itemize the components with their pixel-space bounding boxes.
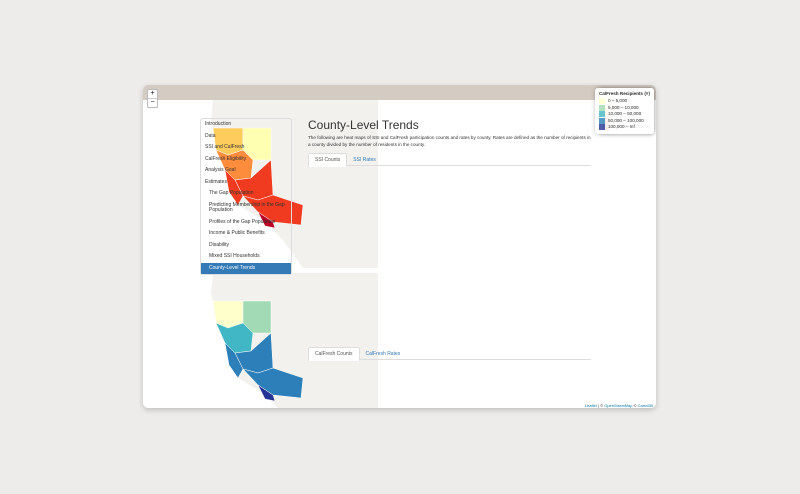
nav-subitem[interactable]: Disability: [209, 241, 230, 248]
legend-label: 10,000 – 50,000: [607, 111, 642, 116]
title-bar: [143, 85, 656, 100]
nav-subitem[interactable]: Profiles of the Gap Population: [209, 218, 276, 225]
region: [215, 322, 254, 354]
attribution-text[interactable]: Leaflet: [584, 403, 597, 408]
tab-bar: CalFresh Counts CalFresh Rates: [308, 347, 591, 361]
region: [242, 300, 272, 334]
legend-swatch: [598, 117, 605, 124]
attribution-text[interactable]: OpenStreetMap: [604, 403, 633, 408]
legend-item: 100,000 – Inf: [598, 124, 650, 131]
nav-item[interactable]: Introduction: [205, 121, 232, 127]
legend-item: 0 – 5,000: [598, 98, 650, 105]
attribution-text: ©: [633, 403, 637, 408]
region: [242, 127, 272, 161]
nav-subitem[interactable]: Mixed SSI Households: [209, 253, 260, 259]
zoom-button[interactable]: −: [148, 98, 157, 107]
legend-item: 10,000 – 50,000: [598, 111, 650, 118]
zoom-button[interactable]: +: [150, 90, 155, 97]
legend-swatch: [598, 124, 605, 130]
region: [224, 342, 244, 379]
tab[interactable]: SSI Rates: [353, 157, 376, 163]
legend-label: 100,000 – Inf: [607, 124, 635, 129]
attribution: Leaflet | © OpenStreetMap © CartoDB: [581, 403, 656, 408]
nav-item[interactable]: Data: [205, 132, 216, 139]
legend-item: 5,000 – 10,000: [598, 104, 650, 112]
legend-label: 0 – 5,000: [607, 98, 628, 103]
legend-label: 50,000 – 100,000: [607, 117, 644, 123]
tab[interactable]: CalFresh Rates: [365, 351, 401, 357]
nav-item[interactable]: SSI and CalFresh: [205, 144, 245, 150]
legend-swatch: [598, 104, 605, 111]
zoom-control: +−: [147, 89, 158, 108]
nav-subitem[interactable]: The Gap Population: [209, 190, 254, 196]
legend-title: CalFresh Recipients (#): [598, 91, 650, 96]
browser-window: Introduction Data SSI and CalFresh CalFresh…: [143, 85, 656, 408]
map: + − CalFresh Recipients (#) 0 – 5,000 5,000 …: [143, 88, 656, 408]
tab-bar: SSI Counts SSI Rates: [308, 153, 591, 167]
legend-swatch: [598, 111, 605, 117]
page-title: County-Level Trends: [308, 118, 419, 132]
tab[interactable]: SSI Counts: [308, 153, 348, 167]
map-tiles: [211, 100, 378, 268]
nav-subitem[interactable]: Income & Public Benefits: [209, 230, 265, 236]
region: [257, 384, 276, 402]
nav-subitem[interactable]: County-Level Trends: [201, 262, 291, 274]
nav-item[interactable]: Estimates: [205, 178, 227, 185]
legend-swatch: [598, 98, 605, 104]
nav-item[interactable]: Analysis Goal: [205, 167, 236, 173]
sidebar: Introduction Data SSI and CalFresh CalFresh…: [200, 118, 292, 275]
map-tiles: [211, 273, 378, 408]
attribution-text: | ©: [597, 403, 604, 408]
description: The following are heat maps of SSI and C…: [308, 135, 591, 147]
legend-label: 5,000 – 10,000: [607, 104, 639, 110]
tab[interactable]: CalFresh Counts: [308, 347, 360, 361]
attribution-text[interactable]: CartoDB: [637, 403, 653, 408]
nav-item[interactable]: CalFresh Eligibility: [205, 155, 247, 162]
region: [224, 169, 244, 206]
legend: CalFresh Recipients (#) 0 – 5,000 5,000 – …: [594, 88, 654, 134]
legend-item: 50,000 – 100,000: [598, 117, 650, 125]
nav-subitem[interactable]: Predicting Membership in the Gap Populat…: [209, 201, 285, 213]
region: [257, 211, 276, 229]
